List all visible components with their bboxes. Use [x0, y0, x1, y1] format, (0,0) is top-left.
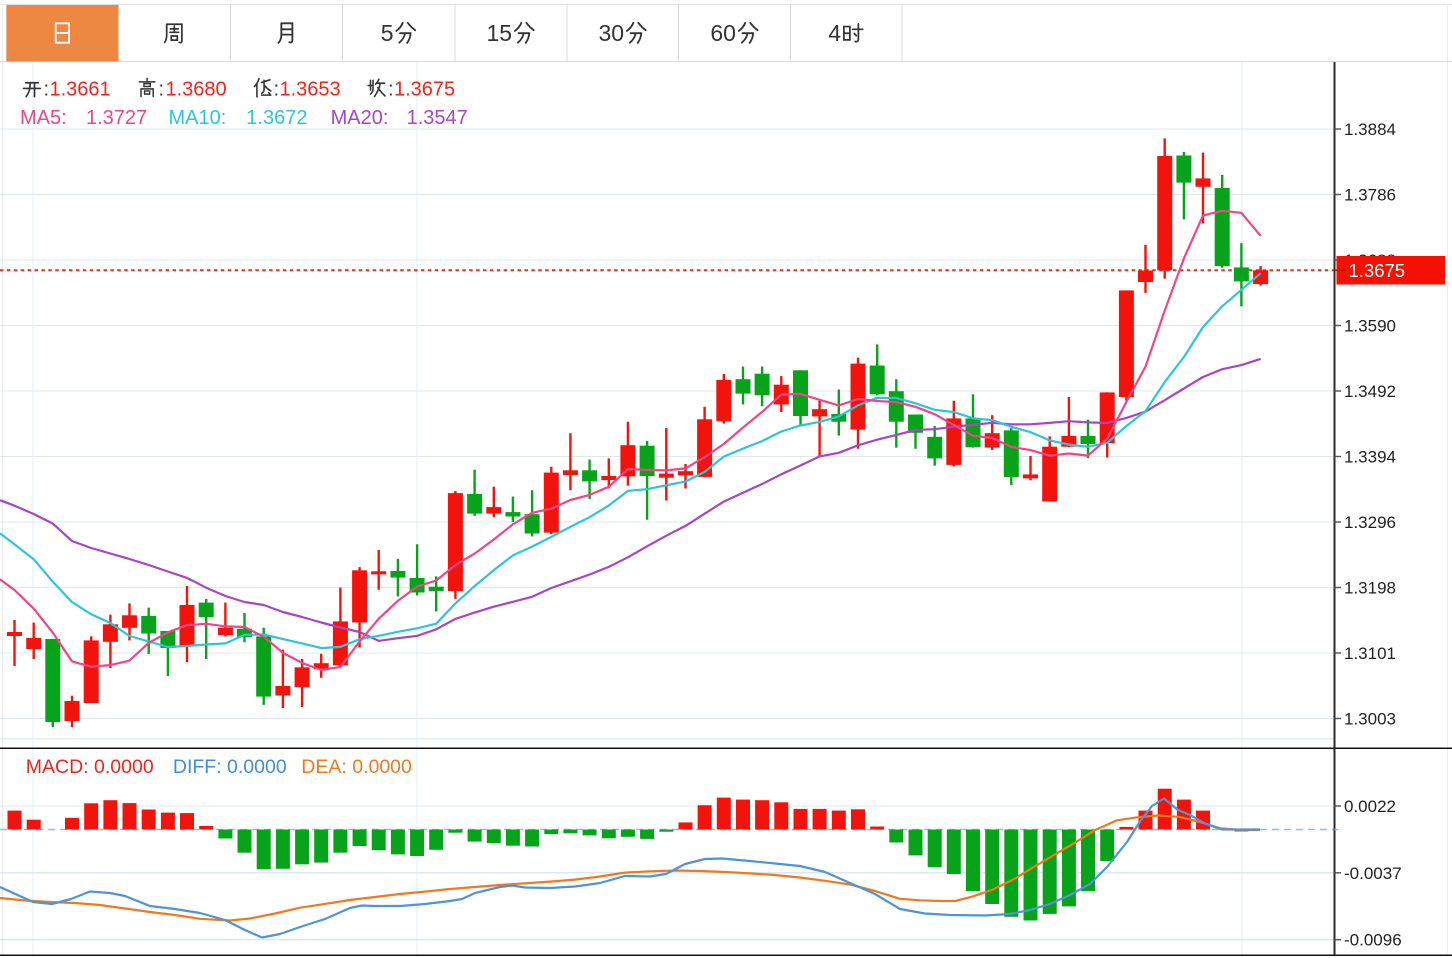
svg-text:1.3296: 1.3296: [1344, 513, 1396, 532]
svg-text:1.3884: 1.3884: [1344, 120, 1396, 139]
svg-text:5: 5: [381, 20, 394, 46]
svg-text:1.3675: 1.3675: [1349, 260, 1406, 281]
svg-text:60: 60: [710, 20, 736, 46]
svg-text:MA20:: MA20:: [331, 107, 389, 129]
svg-text:1.3394: 1.3394: [1344, 448, 1396, 467]
svg-text:1.3786: 1.3786: [1344, 186, 1396, 205]
svg-text:0.0022: 0.0022: [1344, 797, 1396, 816]
svg-text:MA5:: MA5:: [20, 107, 67, 129]
svg-text:15: 15: [487, 20, 513, 46]
svg-text:1.3492: 1.3492: [1344, 382, 1396, 401]
svg-text:DEA: 0.0000: DEA: 0.0000: [301, 756, 412, 778]
svg-text:1.3590: 1.3590: [1344, 317, 1396, 336]
svg-text::: :: [44, 79, 50, 101]
svg-text:30: 30: [599, 20, 625, 46]
svg-text:1.3198: 1.3198: [1344, 579, 1396, 598]
svg-text:-0.0096: -0.0096: [1344, 931, 1402, 950]
svg-text:1.3661: 1.3661: [50, 79, 111, 101]
svg-text:1.3101: 1.3101: [1344, 644, 1396, 663]
svg-text:4: 4: [828, 20, 841, 46]
svg-text:MACD: 0.0000: MACD: 0.0000: [26, 756, 154, 778]
svg-text:1.3672: 1.3672: [246, 107, 307, 129]
svg-text:1.3003: 1.3003: [1344, 710, 1396, 729]
svg-text:1.3680: 1.3680: [166, 79, 227, 101]
svg-text:DIFF: 0.0000: DIFF: 0.0000: [173, 756, 287, 778]
svg-text:1.3675: 1.3675: [394, 79, 455, 101]
svg-text:1.3547: 1.3547: [407, 107, 468, 129]
svg-text:1.3727: 1.3727: [86, 107, 147, 129]
svg-text:1.3653: 1.3653: [280, 79, 341, 101]
svg-text::: :: [159, 79, 165, 101]
svg-text:-0.0037: -0.0037: [1344, 864, 1402, 883]
svg-text::: :: [274, 79, 280, 101]
svg-text::: :: [388, 79, 394, 101]
svg-text:MA10:: MA10:: [169, 107, 227, 129]
